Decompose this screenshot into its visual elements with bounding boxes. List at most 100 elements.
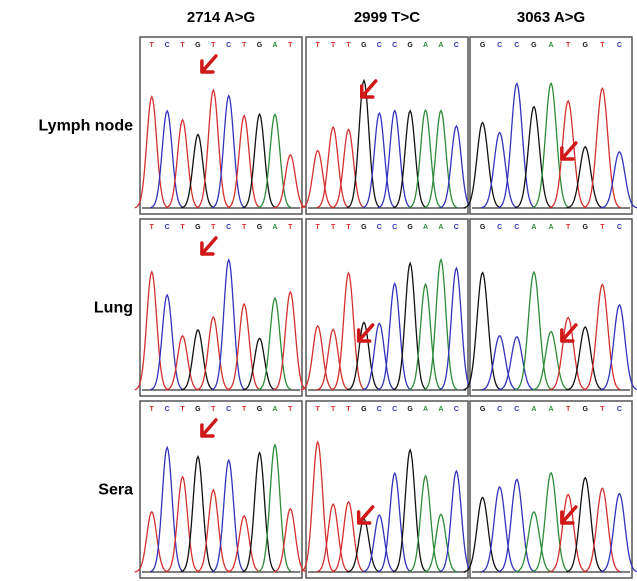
trace-peak xyxy=(480,485,518,573)
base-letter: A xyxy=(272,42,277,49)
column-header: 3063 A>G xyxy=(517,9,585,26)
trace-peak xyxy=(273,153,307,209)
base-letter: T xyxy=(566,42,571,49)
red-arrow xyxy=(356,323,375,343)
trace-peak xyxy=(242,450,276,573)
base-letter: G xyxy=(361,406,367,413)
trace-peak xyxy=(227,114,261,209)
trace-peak xyxy=(439,124,473,209)
red-arrow xyxy=(200,418,218,438)
trace-peak xyxy=(149,445,184,573)
base-letter: T xyxy=(316,224,321,231)
trace-peak xyxy=(257,443,292,573)
base-letter: T xyxy=(288,406,293,413)
trace-peak xyxy=(497,82,536,209)
base-letter: A xyxy=(423,224,428,231)
base-letter: T xyxy=(288,224,293,231)
base-letter: G xyxy=(582,42,588,49)
base-letter: G xyxy=(257,406,263,413)
base-letter: T xyxy=(150,224,155,231)
base-letter: C xyxy=(226,406,231,413)
trace-peak xyxy=(242,112,276,209)
trace-peak xyxy=(134,270,169,391)
trace-peak xyxy=(583,487,621,573)
trace-peak xyxy=(566,476,604,573)
trace-peak xyxy=(134,95,169,209)
base-letter: T xyxy=(242,406,247,413)
trace-peak xyxy=(257,113,292,209)
base-letter: T xyxy=(346,224,351,231)
trace-peak xyxy=(463,271,501,391)
base-letter: C xyxy=(165,406,170,413)
base-letter: T xyxy=(211,224,216,231)
base-letter: T xyxy=(242,224,247,231)
trace-peak xyxy=(346,78,381,209)
base-letter: A xyxy=(423,406,428,413)
trace-peak xyxy=(515,511,553,573)
base-letter: A xyxy=(548,406,553,413)
trace-peak xyxy=(600,492,637,573)
base-letter: A xyxy=(438,406,443,413)
trace-peak xyxy=(423,257,458,391)
base-letter: T xyxy=(316,406,321,413)
trace-peak xyxy=(300,324,334,391)
column-header: 2714 A>G xyxy=(187,9,255,26)
trace-peak xyxy=(362,322,396,391)
base-letter: C xyxy=(165,224,170,231)
trace-peak xyxy=(257,296,292,391)
column-header: 2999 T>C xyxy=(354,9,420,26)
panel-frame xyxy=(139,36,303,215)
trace-peak xyxy=(408,282,442,391)
trace-peak xyxy=(583,86,621,209)
base-letter: T xyxy=(180,224,185,231)
trace-peak xyxy=(346,321,381,391)
trace-peak xyxy=(331,500,365,573)
trace-peak xyxy=(532,471,570,573)
base-letter: G xyxy=(361,42,367,49)
base-letter: A xyxy=(438,42,443,49)
trace-peak xyxy=(408,108,442,209)
base-letter: T xyxy=(331,224,336,231)
trace-peak xyxy=(566,326,604,391)
trace-peak xyxy=(463,121,501,209)
base-letter: T xyxy=(331,406,336,413)
trace-peak xyxy=(549,316,587,391)
base-letter: C xyxy=(226,224,231,231)
base-letter: T xyxy=(566,224,571,231)
base-letter: A xyxy=(272,406,277,413)
trace-peak xyxy=(423,513,458,573)
base-letter: C xyxy=(377,42,382,49)
base-letter: C xyxy=(454,406,459,413)
trace-peak xyxy=(150,293,184,391)
base-letter: T xyxy=(331,42,336,49)
base-letter: C xyxy=(392,406,397,413)
base-letter: C xyxy=(497,224,502,231)
trace-peak xyxy=(377,282,412,391)
trace-peak xyxy=(316,328,350,391)
trace-peak xyxy=(196,315,230,391)
base-letter: G xyxy=(195,406,201,413)
trace-peak xyxy=(331,271,365,391)
trace-peak xyxy=(549,99,587,209)
trace-peak xyxy=(532,81,570,209)
trace-peak xyxy=(273,290,307,391)
trace-peak xyxy=(439,469,473,573)
base-letter: C xyxy=(226,42,231,49)
trace-peak xyxy=(211,94,246,209)
red-arrow xyxy=(560,141,578,161)
base-letter: G xyxy=(195,224,201,231)
base-letter: T xyxy=(180,42,185,49)
base-letter: C xyxy=(165,42,170,49)
red-arrow xyxy=(359,79,378,99)
trace-peak xyxy=(566,145,604,209)
trace-peak xyxy=(377,471,412,573)
base-letter: A xyxy=(548,224,553,231)
base-letter: T xyxy=(600,42,605,49)
base-letter: A xyxy=(272,224,277,231)
